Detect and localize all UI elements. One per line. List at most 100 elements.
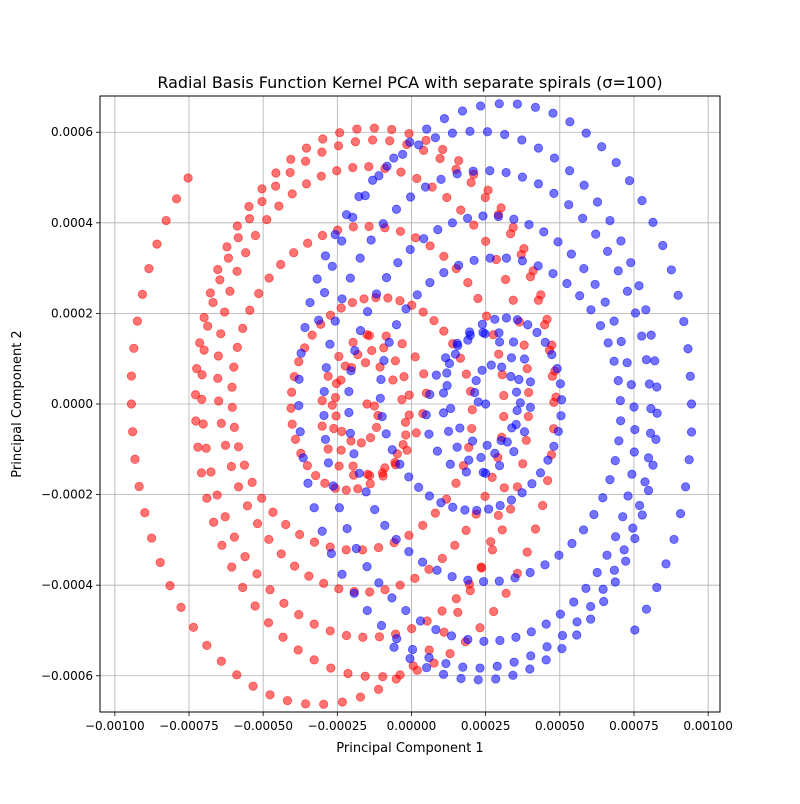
- data-point: [192, 364, 202, 374]
- data-point: [629, 447, 639, 457]
- data-point: [346, 436, 356, 446]
- x-tick-label: −0.00050: [233, 719, 293, 733]
- data-point: [323, 371, 333, 381]
- data-point: [289, 561, 300, 571]
- data-point: [619, 545, 629, 555]
- data-point: [147, 533, 157, 543]
- data-point: [365, 587, 375, 597]
- data-point: [461, 369, 471, 379]
- data-point: [399, 372, 409, 382]
- data-point: [397, 339, 407, 349]
- data-point: [543, 475, 553, 486]
- data-point: [536, 290, 546, 300]
- data-point: [478, 211, 488, 221]
- data-point: [482, 440, 492, 450]
- data-point: [509, 214, 519, 224]
- data-point: [229, 532, 239, 542]
- data-point: [264, 534, 274, 545]
- data-point: [239, 460, 250, 470]
- data-point: [502, 437, 512, 447]
- data-point: [202, 640, 212, 651]
- data-point: [385, 136, 395, 146]
- data-point: [481, 236, 491, 246]
- data-point: [229, 362, 239, 372]
- data-point: [233, 233, 243, 243]
- data-point: [294, 357, 304, 367]
- data-point: [448, 502, 458, 512]
- data-point: [391, 674, 401, 684]
- data-point: [347, 297, 358, 308]
- data-point: [613, 266, 623, 276]
- data-point: [496, 203, 506, 213]
- data-point: [487, 472, 497, 482]
- data-point: [281, 519, 291, 530]
- data-point: [478, 327, 488, 338]
- data-point: [452, 338, 462, 348]
- series-1: [294, 99, 697, 685]
- data-point: [490, 314, 500, 324]
- data-point: [479, 636, 489, 646]
- data-point: [586, 305, 596, 315]
- data-point: [395, 459, 405, 469]
- data-point: [193, 442, 203, 452]
- data-point: [294, 400, 304, 411]
- data-point: [355, 692, 366, 702]
- data-point: [171, 194, 182, 204]
- data-point: [497, 525, 507, 535]
- data-point: [630, 424, 640, 435]
- data-point: [232, 670, 242, 680]
- data-point: [446, 403, 456, 414]
- data-point: [227, 402, 237, 412]
- data-point: [345, 428, 355, 438]
- data-point: [128, 427, 138, 437]
- data-point: [537, 500, 548, 511]
- data-point: [467, 423, 477, 434]
- data-point: [497, 370, 507, 380]
- data-point: [541, 655, 551, 665]
- data-point: [508, 670, 518, 680]
- data-point: [609, 565, 619, 575]
- x-tick-label: −0.00075: [159, 719, 219, 733]
- data-point: [500, 274, 511, 285]
- data-point: [320, 434, 331, 445]
- data-point: [337, 236, 347, 246]
- data-point: [543, 455, 553, 465]
- data-point: [634, 281, 644, 291]
- data-point: [469, 255, 479, 266]
- data-point: [505, 504, 516, 514]
- data-point: [341, 545, 351, 555]
- data-point: [344, 407, 354, 418]
- data-point: [517, 135, 527, 145]
- data-point: [332, 166, 342, 176]
- data-point: [641, 355, 652, 365]
- data-point: [351, 543, 361, 554]
- data-point: [367, 345, 377, 356]
- data-point: [417, 557, 428, 567]
- data-point: [410, 573, 420, 583]
- data-point: [130, 454, 140, 464]
- data-point: [257, 493, 267, 503]
- data-point: [223, 253, 234, 263]
- data-point: [489, 606, 499, 617]
- data-point: [565, 117, 575, 127]
- x-tick-label: −0.00100: [85, 719, 145, 733]
- data-point: [452, 442, 462, 452]
- data-point: [286, 403, 296, 413]
- data-point: [519, 244, 529, 254]
- data-point: [126, 371, 137, 381]
- data-point: [252, 518, 263, 529]
- data-point: [553, 426, 563, 436]
- data-point: [533, 261, 543, 271]
- data-point: [197, 370, 207, 380]
- data-point: [484, 504, 494, 514]
- data-point: [478, 576, 489, 587]
- data-point: [501, 253, 512, 263]
- data-point: [592, 567, 602, 578]
- data-point: [298, 453, 308, 463]
- data-point: [421, 663, 432, 673]
- data-point: [463, 335, 473, 345]
- data-point: [641, 604, 652, 614]
- data-point: [447, 571, 457, 582]
- data-point: [542, 314, 552, 324]
